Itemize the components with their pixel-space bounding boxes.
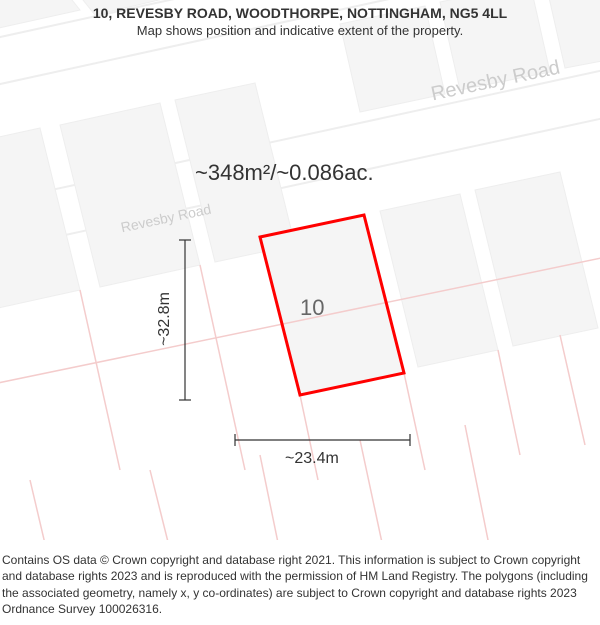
width-dimension-label: ~23.4m (285, 450, 339, 468)
map-canvas: Revesby Road Revesby Road ~348m²/~0.086a… (0, 0, 600, 520)
header: 10, REVESBY ROAD, WOODTHORPE, NOTTINGHAM… (0, 5, 600, 38)
page-subtitle: Map shows position and indicative extent… (0, 23, 600, 38)
house-number: 10 (300, 295, 324, 321)
area-label: ~348m²/~0.086ac. (195, 160, 374, 186)
copyright-text: Contains OS data © Crown copyright and d… (2, 553, 588, 616)
footer: Contains OS data © Crown copyright and d… (0, 548, 600, 625)
page-title: 10, REVESBY ROAD, WOODTHORPE, NOTTINGHAM… (0, 5, 600, 21)
height-dimension-label: ~32.8m (156, 292, 174, 346)
